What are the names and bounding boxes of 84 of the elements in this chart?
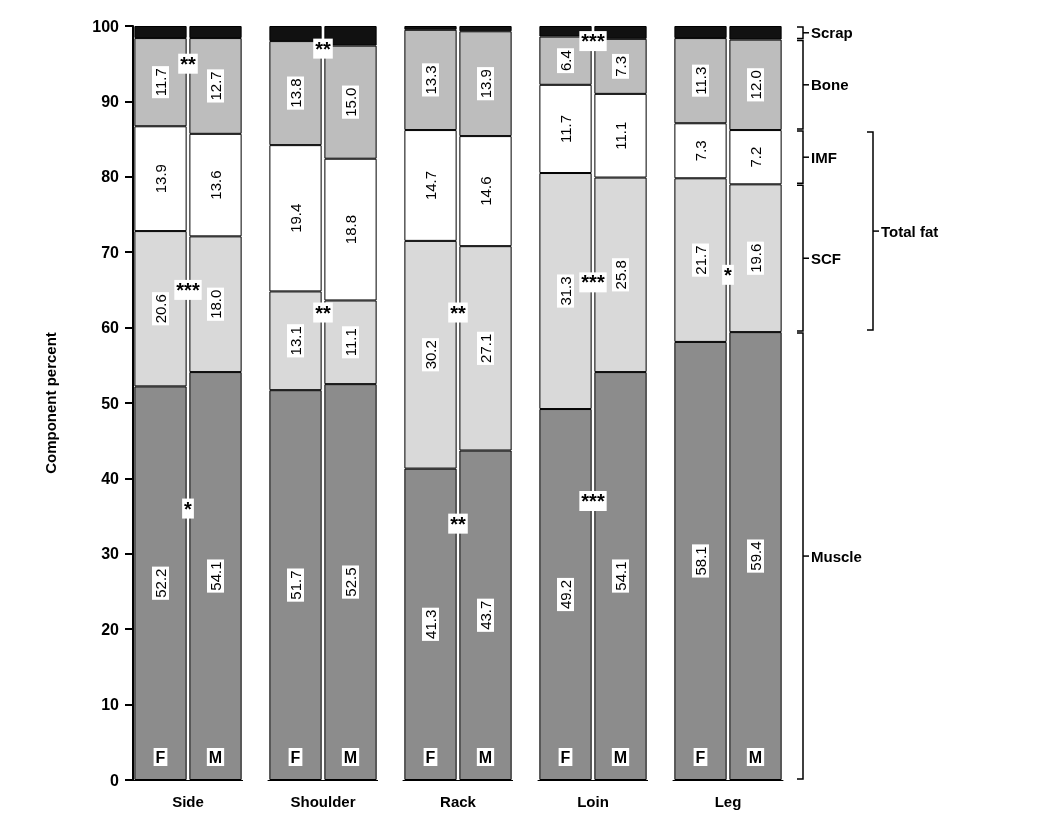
data-label: 7.3 xyxy=(612,55,629,77)
y-tick-label: 90 xyxy=(101,92,120,110)
x-axis-title: Rack xyxy=(440,793,477,810)
data-label: 15.0 xyxy=(342,87,359,117)
annotation: *** xyxy=(581,271,605,294)
data-label: 58.1 xyxy=(692,546,709,576)
x-tick-label: F xyxy=(560,748,571,766)
annotation: ** xyxy=(450,301,466,324)
data-label: 7.2 xyxy=(747,146,764,168)
legend-label: Muscle xyxy=(811,547,862,565)
legend-label: SCF xyxy=(811,249,841,267)
data-label: 7.3 xyxy=(692,140,709,162)
data-label: 13.8 xyxy=(287,78,304,108)
annotation: *** xyxy=(581,30,605,53)
data-label: 18.8 xyxy=(342,214,359,245)
data-label: 54.1 xyxy=(207,561,224,591)
y-tick-label: 60 xyxy=(101,319,120,337)
data-label: 19.6 xyxy=(747,243,764,273)
data-label: 49.2 xyxy=(557,579,574,610)
text: Total fat xyxy=(881,222,939,240)
y-tick-label: 20 xyxy=(101,620,120,638)
x-tick-label: M xyxy=(208,748,223,766)
legend-label: IMF xyxy=(811,148,837,166)
data-label: 12.0 xyxy=(747,70,764,100)
data-label: 13.6 xyxy=(207,170,224,200)
data-label: 27.1 xyxy=(477,333,494,363)
x-tick-label: M xyxy=(343,748,358,766)
data-label: 19.4 xyxy=(287,203,304,233)
data-label: 18.0 xyxy=(207,289,224,319)
y-tick-label: 40 xyxy=(101,469,120,487)
data-label: 21.7 xyxy=(692,245,709,275)
data-label: 13.3 xyxy=(422,65,439,95)
data-label: 13.9 xyxy=(152,164,169,194)
data-label: 14.6 xyxy=(477,176,494,206)
data-label: 52.2 xyxy=(152,568,169,598)
data-label: 59.4 xyxy=(747,541,764,571)
x-tick-label: F xyxy=(425,748,436,766)
annotation: ** xyxy=(450,512,466,535)
annotation: ** xyxy=(315,301,331,324)
legend-label: Bone xyxy=(811,76,849,94)
data-label: 30.2 xyxy=(422,340,439,370)
y-tick-label: 30 xyxy=(101,545,120,563)
data-label: 11.1 xyxy=(342,328,359,357)
data-label: 11.7 xyxy=(557,114,574,143)
x-tick-label: M xyxy=(613,748,628,766)
data-label: 43.7 xyxy=(477,600,494,630)
data-label: 14.7 xyxy=(422,170,439,201)
x-tick-label: F xyxy=(290,748,301,766)
y-tick-label: 50 xyxy=(101,394,120,412)
x-axis-title: Leg xyxy=(714,793,742,810)
y-tick-label: 80 xyxy=(101,168,120,186)
legend-label: Scrap xyxy=(811,24,853,42)
y-tick-label: 10 xyxy=(101,696,120,714)
data-label: 6.4 xyxy=(557,50,574,72)
annotation: ** xyxy=(180,52,196,75)
x-tick-label: F xyxy=(155,748,166,766)
x-tick-label: M xyxy=(748,748,763,766)
annotation: *** xyxy=(176,278,200,301)
annotation: * xyxy=(184,497,193,520)
data-label: 11.3 xyxy=(692,66,709,95)
data-label: 20.6 xyxy=(152,294,169,324)
annotation: * xyxy=(724,263,733,286)
data-label: 11.7 xyxy=(152,68,169,97)
data-label: 54.1 xyxy=(612,561,629,591)
x-axis-title: Side xyxy=(172,793,204,810)
annotation: ** xyxy=(315,37,331,60)
y-tick-label: 100 xyxy=(92,17,120,35)
data-label: 11.1 xyxy=(612,121,629,150)
data-label: 52.5 xyxy=(342,567,359,597)
data-label: 13.1 xyxy=(287,326,304,356)
data-label: 51.7 xyxy=(287,570,304,600)
x-tick-label: F xyxy=(695,748,706,766)
data-label: 25.8 xyxy=(612,260,629,290)
data-label: 41.3 xyxy=(422,609,439,639)
x-axis-title: Loin xyxy=(577,793,609,810)
annotation: *** xyxy=(581,490,605,513)
x-tick-label: M xyxy=(478,748,493,766)
data-label: 13.9 xyxy=(477,69,494,99)
x-axis-title: Shoulder xyxy=(290,793,356,810)
y-tick-label: 70 xyxy=(101,243,120,261)
data-label: 31.3 xyxy=(557,276,574,306)
y-tick-label: 0 xyxy=(110,771,120,789)
data-label: 12.7 xyxy=(207,71,224,101)
y-axis-title: Component percent xyxy=(42,332,59,474)
